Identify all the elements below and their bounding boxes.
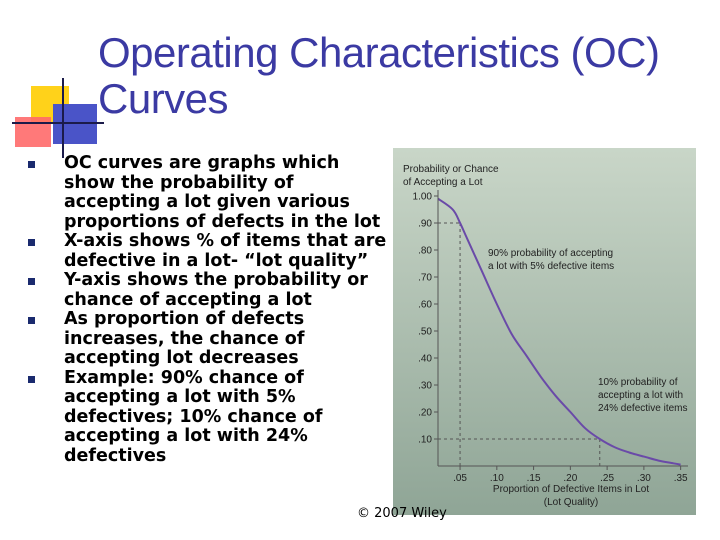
- x-tick-label: .10: [490, 473, 504, 484]
- bullet-list: OC curves are graphs which show the prob…: [28, 153, 393, 467]
- bullet-square-icon: [28, 161, 35, 168]
- oc-curve-line: [437, 197, 681, 466]
- y-tick-label: .80: [418, 246, 432, 257]
- y-axis-label-line1: Probability or Chance: [403, 164, 499, 175]
- bullet-item: X-axis shows % of items that are defecti…: [28, 231, 393, 271]
- y-tick-label: .90: [418, 219, 432, 230]
- bullet-item: Example: 90% chance of accepting a lot w…: [28, 367, 393, 467]
- bullet-square-icon: [28, 317, 35, 324]
- bullet-item: As proportion of defects increases, the …: [28, 309, 393, 369]
- x-tick-label: .30: [637, 473, 651, 484]
- annotation-90-line2: a lot with 5% defective items: [488, 261, 614, 272]
- bullet-text: Example: 90% chance of accepting a lot w…: [64, 367, 323, 466]
- x-tick-label: .25: [600, 473, 614, 484]
- oc-curve-chart: Probability or Chance of Accepting a Lot…: [393, 148, 696, 515]
- chart-background: [393, 148, 696, 515]
- x-axis-label-line1: Proportion of Defective Items in Lot: [493, 484, 649, 495]
- bullet-text: Y-axis shows the probability or chance o…: [64, 270, 368, 310]
- copyright-footer: © 2007 Wiley: [357, 506, 447, 521]
- y-tick-label: 1.00: [413, 192, 433, 203]
- x-tick-label: .05: [453, 473, 467, 484]
- deco-blue-square: [53, 104, 97, 144]
- y-tick-label: .70: [418, 273, 432, 284]
- deco-horizontal-line: [12, 122, 104, 124]
- bullet-text: As proportion of defects increases, the …: [64, 309, 305, 368]
- x-tick-label: .20: [563, 473, 577, 484]
- bullet-square-icon: [28, 239, 35, 246]
- y-tick-label: .20: [418, 408, 432, 419]
- y-tick-label: .40: [418, 354, 432, 365]
- x-axis-label-line2: (Lot Quality): [544, 497, 598, 508]
- y-tick-label: .50: [418, 327, 432, 338]
- deco-vertical-line: [62, 78, 64, 158]
- bullet-text: OC curves are graphs which show the prob…: [64, 153, 381, 232]
- annotation-90-line1: 90% probability of accepting: [488, 248, 613, 259]
- plot-area: 1.00 .90 .80 .70 .60 .50 .40 .30 .20 .10 .05 .10 .15…: [413, 192, 689, 485]
- bullet-square-icon: [28, 278, 35, 285]
- y-tick-label: .10: [418, 435, 432, 446]
- x-tick-label: .35: [674, 473, 688, 484]
- y-axis-label-line2: of Accepting a Lot: [403, 177, 483, 188]
- bullet-item: Y-axis shows the probability or chance o…: [28, 270, 393, 310]
- y-tick-label: .60: [418, 300, 432, 311]
- annotation-10-line1: 10% probability of: [598, 377, 678, 388]
- y-tick-label: .30: [418, 381, 432, 392]
- bullet-item: OC curves are graphs which show the prob…: [28, 153, 393, 232]
- bullet-square-icon: [28, 375, 35, 383]
- annotation-10-line3: 24% defective items: [598, 403, 688, 414]
- x-tick-label: .15: [527, 473, 541, 484]
- slide-title: Operating Characteristics (OC) Curves: [98, 29, 660, 122]
- annotation-10-line2: accepting a lot with: [598, 390, 683, 401]
- bullet-text: X-axis shows % of items that are defecti…: [64, 231, 387, 271]
